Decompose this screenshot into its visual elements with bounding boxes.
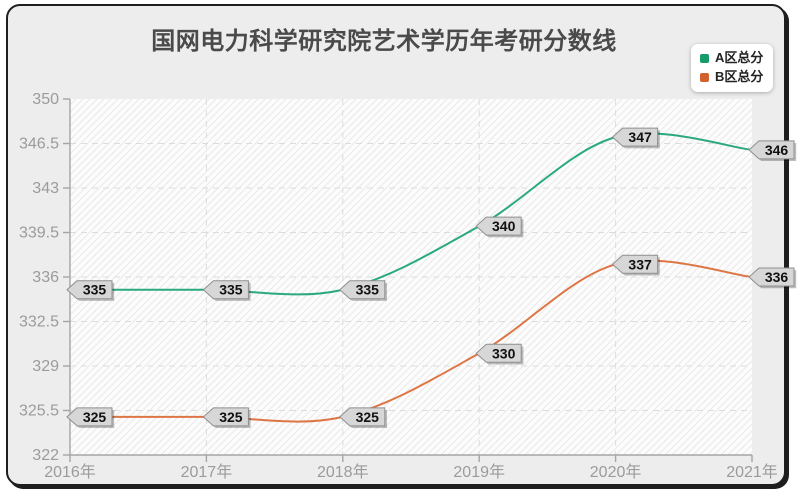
data-label-text: 335: [219, 282, 243, 298]
data-label-text: 325: [219, 409, 243, 425]
data-label-b: 325: [339, 407, 387, 429]
y-tick-label: 329: [32, 358, 59, 375]
data-label-text: 346: [765, 142, 789, 158]
y-tick-label: 339.5: [19, 225, 59, 242]
data-label-text: 325: [356, 409, 380, 425]
data-label-b: 336: [748, 267, 797, 289]
legend-marker-icon: [700, 53, 709, 63]
x-tick-label: 2017年: [181, 463, 233, 481]
y-tick-label: 346.5: [19, 136, 59, 153]
data-label-text: 347: [628, 129, 652, 145]
x-tick-label: 2016年: [44, 463, 96, 481]
axis-ticks: 322 325.5 329 332.5 336 339.5 343 346.5 350 2016年…: [19, 91, 778, 481]
data-label-b: 325: [66, 407, 115, 429]
data-label-text: 337: [628, 256, 652, 272]
x-tick-label: 2020年: [590, 463, 642, 481]
data-label-text: 340: [492, 218, 516, 234]
data-label-b: 325: [202, 407, 251, 429]
data-label-text: 325: [83, 409, 107, 425]
chart-title: 国网电力科学研究院艺术学历年考研分数线: [151, 28, 617, 55]
data-label-text: 330: [492, 345, 516, 361]
y-tick-label: 343: [32, 180, 59, 197]
x-tick-label: 2018年: [317, 463, 369, 481]
data-label-a: 335: [339, 280, 387, 301]
data-label-text: 335: [356, 282, 380, 298]
y-tick-label: 322: [32, 447, 59, 464]
x-tick-label: 2019年: [453, 463, 505, 481]
data-label-a: 335: [202, 280, 251, 301]
data-label-b: 337: [611, 254, 660, 276]
data-label-text: 336: [765, 269, 789, 285]
y-tick-label: 325.5: [19, 403, 59, 420]
data-label-a: 340: [475, 216, 524, 238]
legend-item-b[interactable]: B区总分: [700, 69, 763, 85]
data-label-text: 335: [83, 282, 107, 298]
gridlines: [70, 99, 752, 455]
legend: A区总分 B区总分: [691, 44, 774, 92]
legend-label: A区总分: [715, 50, 764, 65]
legend-label: B区总分: [715, 69, 764, 85]
data-label-a: 346: [748, 140, 797, 162]
y-tick-label: 336: [32, 269, 59, 286]
legend-item-a[interactable]: A区总分: [700, 50, 763, 66]
x-tick-label: 2021年: [726, 463, 778, 481]
y-tick-label: 350: [32, 91, 59, 108]
data-label-b: 330: [475, 343, 524, 365]
legend-marker-icon: [700, 72, 709, 82]
data-label-a: 347: [611, 127, 660, 149]
data-label-a: 335: [66, 280, 115, 301]
y-tick-label: 332.5: [19, 314, 59, 331]
